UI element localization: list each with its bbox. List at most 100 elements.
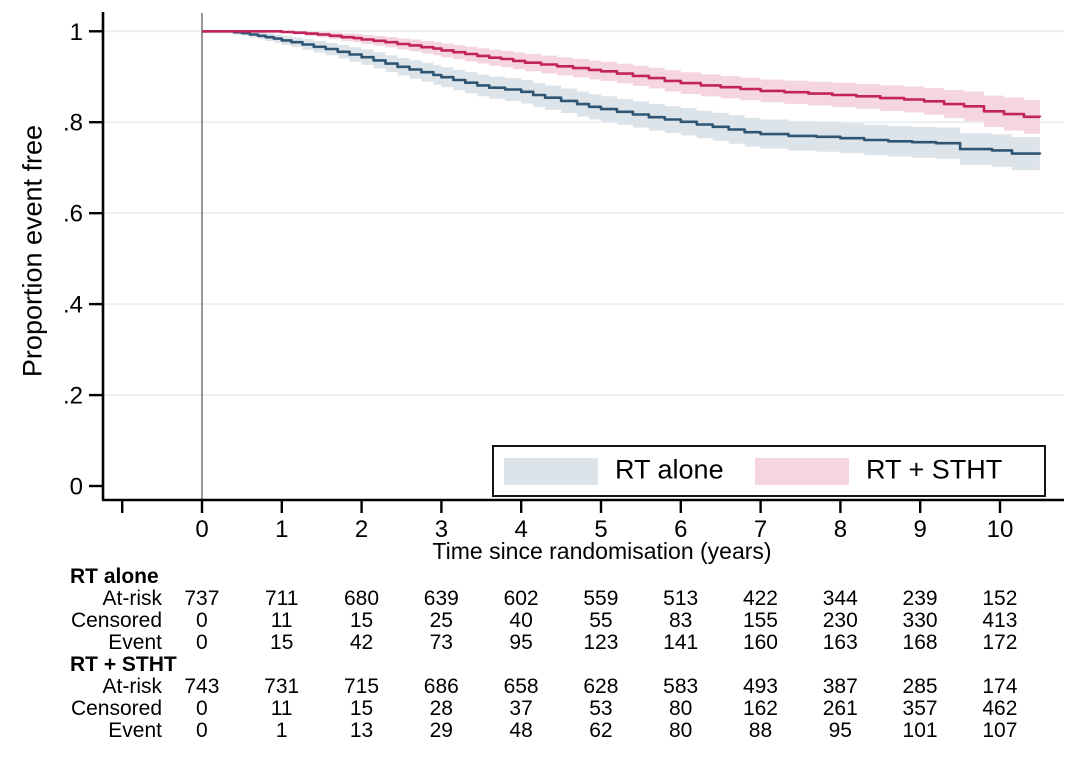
- risk-value: 152: [982, 587, 1018, 610]
- risk-value: 28: [429, 697, 453, 720]
- risk-value: 239: [902, 587, 938, 610]
- y-tick-label-.4: .4: [63, 292, 83, 319]
- risk-table-row-rt-stht-at-risk: At-risk 743 731 715 686 658 628 583 493 387 285 174: [0, 676, 1080, 698]
- risk-value: 88: [748, 719, 773, 742]
- risk-value: 559: [583, 587, 619, 610]
- risk-value: 101: [902, 719, 938, 742]
- y-tick-label-.2: .2: [63, 383, 83, 410]
- risk-value: 628: [583, 675, 619, 698]
- risk-value: 0: [196, 719, 208, 742]
- risk-table-group-row-rt-stht: RT + STHT: [0, 654, 1080, 676]
- risk-table: RT alone At-risk 737 711 680 639 602 559 513 422 3…: [0, 566, 1080, 742]
- risk-value: 55: [589, 609, 613, 632]
- risk-value: 285: [902, 675, 938, 698]
- risk-value: 639: [423, 587, 459, 610]
- risk-value: 743: [184, 675, 220, 698]
- risk-value: 658: [503, 675, 539, 698]
- risk-value: 37: [509, 697, 533, 720]
- risk-value: 15: [349, 697, 374, 720]
- risk-value: 174: [982, 675, 1018, 698]
- risk-value: 141: [663, 631, 699, 654]
- x-tick-label-10: 10: [987, 516, 1014, 543]
- x-tick-label-5: 5: [594, 516, 607, 543]
- risk-value: 344: [822, 587, 858, 610]
- x-tick-label-0: 0: [195, 516, 208, 543]
- risk-value: 11: [270, 697, 293, 720]
- risk-row-label: Censored: [70, 697, 162, 720]
- risk-value: 0: [196, 631, 208, 654]
- risk-value: 172: [982, 631, 1018, 654]
- x-tick-label-6: 6: [674, 516, 687, 543]
- ci-band-rt-stht: [202, 31, 1040, 135]
- legend-swatch-rt-stht: [755, 458, 849, 485]
- x-tick-label-1: 1: [275, 516, 288, 543]
- risk-value: 261: [822, 697, 858, 720]
- y-axis-title: Proportion event free: [17, 124, 48, 378]
- risk-table-row-rt-alone-censored: Censored 0 11 15 25 40 55 83 155 230 330 413: [0, 610, 1080, 632]
- risk-value: 711: [264, 587, 299, 610]
- risk-value: 731: [264, 675, 300, 698]
- risk-value: 80: [669, 697, 693, 720]
- risk-value: 40: [509, 609, 533, 632]
- risk-value: 48: [509, 719, 533, 742]
- legend: RT alone RT + STHT: [492, 445, 1046, 497]
- risk-value: 0: [196, 697, 208, 720]
- y-tick-label-0: 0: [70, 474, 83, 501]
- risk-value: 387: [822, 675, 858, 698]
- legend-label-rt-alone: RT alone: [615, 454, 724, 485]
- risk-value: 11: [270, 609, 293, 632]
- risk-table-row-rt-stht-event: Event 0 1 13 29 48 62 80 88 95 101 107: [0, 720, 1080, 742]
- risk-group-label: RT alone: [70, 565, 159, 588]
- risk-table-group-row-rt-alone: RT alone: [0, 566, 1080, 588]
- risk-value: 168: [902, 631, 938, 654]
- risk-table-row-rt-alone-event: Event 0 15 42 73 95 123 141 160 163 168 172: [0, 632, 1080, 654]
- y-tick-label-.8: .8: [63, 110, 83, 137]
- risk-value: 583: [663, 675, 699, 698]
- risk-value: 493: [742, 675, 778, 698]
- risk-group-label: RT + STHT: [70, 653, 177, 676]
- risk-value: 83: [669, 609, 693, 632]
- risk-value: 25: [429, 609, 453, 632]
- risk-value: 163: [822, 631, 858, 654]
- risk-value: 73: [429, 631, 453, 654]
- y-tick-label-.6: .6: [63, 201, 83, 228]
- risk-value: 15: [270, 631, 294, 654]
- risk-value: 1: [275, 719, 288, 742]
- risk-value: 155: [742, 609, 778, 632]
- risk-value: 53: [589, 697, 613, 720]
- risk-value: 80: [669, 719, 693, 742]
- x-tick-label-3: 3: [435, 516, 448, 543]
- x-tick-label-4: 4: [515, 516, 528, 543]
- x-tick-label-7: 7: [754, 516, 767, 543]
- risk-value: 715: [343, 675, 380, 698]
- risk-table-row-rt-stht-censored: Censored 0 11 15 28 37 53 80 162 261 357 462: [0, 698, 1080, 720]
- x-tick-label-8: 8: [834, 516, 847, 543]
- x-tick-label-9: 9: [914, 516, 927, 543]
- risk-value: 330: [902, 609, 938, 632]
- risk-row-label: At-risk: [102, 675, 163, 698]
- risk-table-row-rt-alone-at-risk: At-risk 737 711 680 639 602 559 513 422 344 239 152: [0, 588, 1080, 610]
- x-axis-title: Time since randomisation (years): [432, 538, 772, 564]
- risk-value: 602: [503, 587, 539, 610]
- risk-value: 42: [349, 631, 374, 654]
- risk-value: 62: [589, 719, 613, 742]
- y-tick-label-1: 1: [70, 19, 83, 46]
- risk-value: 162: [742, 697, 778, 720]
- risk-value: 686: [423, 675, 459, 698]
- risk-value: 160: [742, 631, 778, 654]
- risk-value: 15: [349, 609, 374, 632]
- risk-row-label: Event: [108, 631, 162, 654]
- risk-value: 123: [583, 631, 619, 654]
- km-curve-rt-alone: [202, 30, 1042, 155]
- risk-value: 357: [902, 697, 938, 720]
- risk-value: 422: [742, 587, 778, 610]
- legend-label-rt-stht: RT + STHT: [866, 454, 1003, 485]
- legend-swatch-rt-alone: [504, 458, 598, 485]
- x-tick-label-2: 2: [355, 516, 368, 543]
- risk-value: 513: [663, 587, 699, 610]
- risk-value: 230: [822, 609, 858, 632]
- risk-value: 413: [982, 609, 1018, 632]
- risk-value: 95: [828, 719, 852, 742]
- risk-value: 107: [982, 719, 1018, 742]
